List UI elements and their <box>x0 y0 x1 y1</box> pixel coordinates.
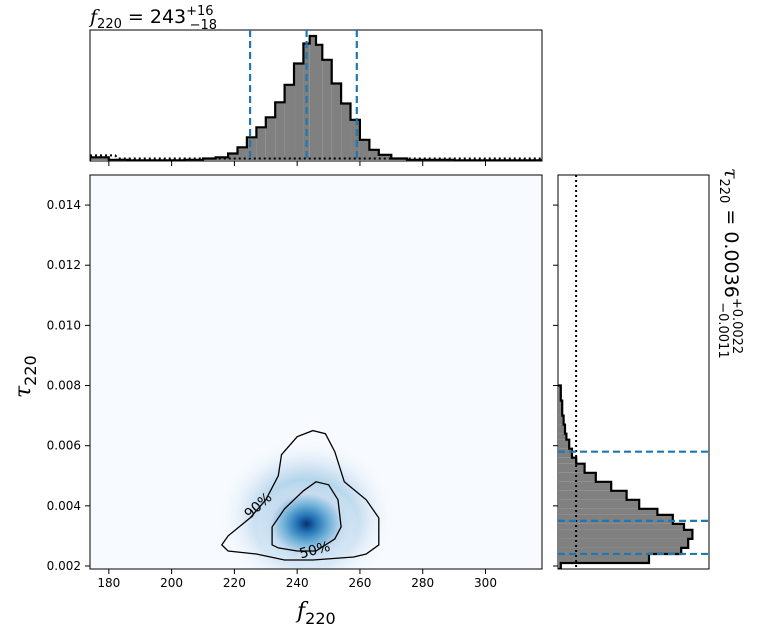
right-hist-bar <box>558 523 684 530</box>
y-tick-label: 0.008 <box>47 379 81 393</box>
right-hist-bar <box>558 514 673 524</box>
x-tick-label: 280 <box>411 576 434 590</box>
right-hist-bar <box>558 400 563 416</box>
x-tick-label: 240 <box>286 576 309 590</box>
contour-90 <box>220 429 380 561</box>
top-hist-bar <box>322 59 332 161</box>
top-hist-bar <box>215 157 229 161</box>
x-tick-label: 220 <box>223 576 246 590</box>
x-axis-label: f220 <box>295 599 336 628</box>
top-hist-bar <box>246 137 257 161</box>
top-hist-bar <box>359 139 370 161</box>
right-hist-bar <box>558 457 577 464</box>
right-hist-bar <box>558 463 585 473</box>
x-tick-label: 300 <box>474 576 497 590</box>
y-tick-label: 0.002 <box>47 559 81 573</box>
joint-panel-frame <box>89 174 543 570</box>
right-hist-bar <box>558 499 640 509</box>
right-hist-bar <box>558 439 570 449</box>
right-hist-bar <box>558 448 572 458</box>
top-hist-bar <box>90 157 109 161</box>
top-hist-bar <box>331 83 342 161</box>
right-hist-bar <box>558 508 658 515</box>
right-hist-bar <box>558 538 689 548</box>
top-hist-bar <box>294 63 304 161</box>
right-hist-bar <box>558 481 612 491</box>
right-hist-bar <box>558 490 627 500</box>
right-hist-bar <box>558 562 561 569</box>
y-tick-label: 0.012 <box>47 258 81 272</box>
contour-50 <box>271 481 342 552</box>
top-hist-bar <box>228 153 238 161</box>
top-panel-title: f220 = 243+16 −18 <box>88 4 217 33</box>
right-hist-bar <box>558 415 564 425</box>
y-tick-label: 0.004 <box>47 499 81 513</box>
contour-label-50: 50% <box>298 539 332 563</box>
right-hist-bar <box>558 547 682 554</box>
y-tick-label: 0.006 <box>47 439 81 453</box>
y-axis-label: τ220 <box>11 355 40 398</box>
top-hist-bar <box>265 117 276 161</box>
top-hist-bar <box>284 84 295 161</box>
right-hist-bar <box>558 424 565 434</box>
x-tick-label: 200 <box>160 576 183 590</box>
top-hist-bar <box>203 158 216 161</box>
heatmap-core <box>254 479 359 568</box>
right-hist-bar <box>558 472 596 482</box>
top-hist-bar <box>309 36 316 161</box>
top-hist-bar <box>275 102 285 161</box>
right-hist-bar <box>558 553 649 563</box>
top-hist-bar <box>350 119 360 161</box>
right-hist-bar <box>558 385 561 401</box>
top-hist-bar <box>316 44 323 161</box>
top-hist-bar <box>341 103 351 161</box>
right-hist-bar <box>558 529 693 539</box>
x-tick-label: 260 <box>348 576 371 590</box>
top-hist-bar <box>369 149 379 161</box>
y-tick-label: 0.014 <box>47 198 81 212</box>
top-hist-bar <box>256 127 266 161</box>
x-tick-label: 180 <box>97 576 120 590</box>
top-prior-dotted <box>90 154 542 160</box>
right-hist-bar <box>558 433 567 440</box>
top-hist-bar <box>391 158 408 161</box>
right-panel-title: τ220 = 0.0036+0.0022−0.0011 <box>715 168 744 359</box>
top-hist-bar <box>237 147 247 161</box>
y-tick-label: 0.010 <box>47 318 81 332</box>
right-hist-outline <box>558 384 694 569</box>
